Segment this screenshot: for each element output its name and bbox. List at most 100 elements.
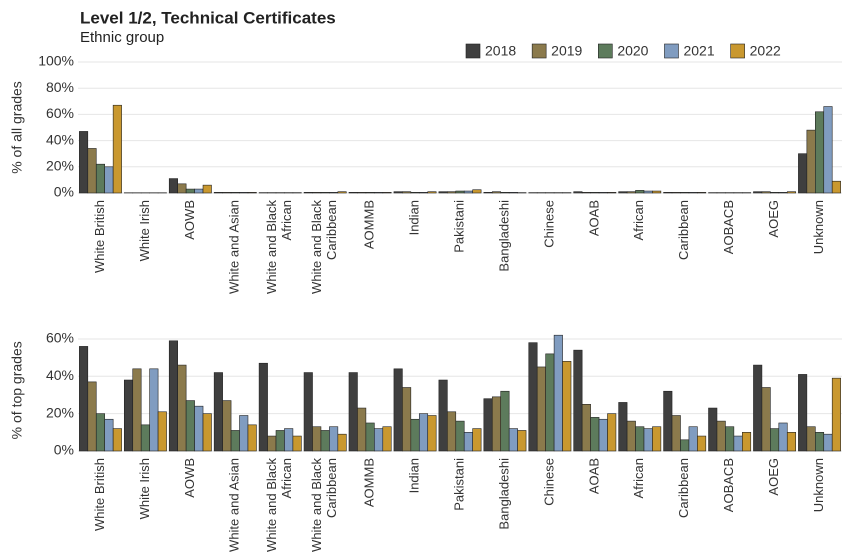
bar xyxy=(284,428,294,452)
bar xyxy=(553,334,563,452)
legend-label: 2019 xyxy=(551,43,582,59)
bar xyxy=(275,430,285,452)
bar xyxy=(202,413,212,452)
bar xyxy=(267,435,277,452)
bar xyxy=(258,362,268,452)
bar xyxy=(573,191,583,194)
x-tick-label: Caribbean xyxy=(676,458,691,518)
bar xyxy=(753,364,763,452)
x-tick-label: AOEG xyxy=(766,458,781,496)
bar xyxy=(230,430,240,452)
bar xyxy=(663,390,673,452)
bar xyxy=(239,192,249,194)
bar xyxy=(79,346,89,452)
bar xyxy=(491,191,502,194)
bar xyxy=(786,191,797,194)
bar xyxy=(95,413,105,452)
bar xyxy=(688,192,698,194)
bar xyxy=(329,192,339,194)
bar xyxy=(177,364,187,452)
bar xyxy=(742,432,752,452)
bar xyxy=(202,184,212,194)
bar xyxy=(545,353,555,452)
bar xyxy=(247,424,257,452)
bar xyxy=(618,402,628,452)
bar xyxy=(312,426,322,452)
bar xyxy=(806,426,816,452)
y-axis-label: % of all grades xyxy=(9,81,25,174)
bar xyxy=(491,396,502,452)
bar xyxy=(382,192,392,194)
bar xyxy=(230,192,240,194)
x-tick-label-line: White and Black xyxy=(265,458,280,552)
bar xyxy=(438,379,448,452)
y-tick-label: 60% xyxy=(46,330,74,346)
x-tick-label: Unknown xyxy=(811,200,826,254)
bar xyxy=(635,190,645,194)
x-tick-label-line: Caribbean xyxy=(324,458,339,518)
bar xyxy=(590,417,600,452)
bar xyxy=(447,411,457,452)
x-tick-label: Bangladeshi xyxy=(496,458,511,530)
bar xyxy=(598,418,608,452)
bar xyxy=(447,191,457,194)
bar xyxy=(303,192,313,194)
bar xyxy=(438,191,448,194)
bar xyxy=(680,439,690,452)
bar xyxy=(500,390,510,452)
x-tick-label-line: African xyxy=(279,200,294,240)
bar xyxy=(374,192,384,194)
legend-label: 2021 xyxy=(683,43,714,59)
y-tick-label: 60% xyxy=(46,105,74,121)
bar xyxy=(618,191,628,194)
bar xyxy=(104,166,114,194)
x-tick-label: AOWB xyxy=(182,200,197,240)
bar xyxy=(410,418,420,452)
bar xyxy=(472,428,482,452)
chart-subtitle: Ethnic group xyxy=(80,29,164,46)
x-tick-label: Pakistani xyxy=(451,458,466,511)
bar xyxy=(104,418,114,452)
bar xyxy=(247,192,257,194)
x-tick-label: White and Asian xyxy=(227,458,242,552)
bar xyxy=(753,191,763,194)
chart-title: Level 1/2, Technical Certificates xyxy=(80,8,336,27)
bar xyxy=(374,428,384,452)
bar xyxy=(573,349,583,452)
x-tick-label: Chinese xyxy=(541,458,556,506)
bar xyxy=(778,192,788,194)
bar xyxy=(177,183,187,194)
bar xyxy=(402,191,412,194)
bar xyxy=(337,433,347,452)
x-tick-label-line: White and Black xyxy=(309,200,324,294)
bar xyxy=(798,153,808,194)
legend-label: 2020 xyxy=(617,43,648,59)
y-axis-label: % of top grades xyxy=(9,341,25,439)
bar xyxy=(716,420,726,452)
x-tick-label-line: Caribbean xyxy=(324,200,339,260)
bar xyxy=(402,387,412,452)
x-tick-label: White British xyxy=(92,200,107,273)
bar xyxy=(607,192,617,194)
y-tick-label: 40% xyxy=(46,131,74,147)
legend-swatch xyxy=(465,43,481,59)
bar xyxy=(292,435,302,452)
bar xyxy=(517,430,527,452)
bar xyxy=(222,192,232,194)
bar xyxy=(87,148,97,194)
x-tick-label: White and BlackAfrican xyxy=(265,200,295,294)
bar xyxy=(79,131,89,194)
bar xyxy=(410,192,420,194)
bar xyxy=(393,191,403,194)
bar xyxy=(798,374,808,452)
bar xyxy=(112,104,122,194)
x-tick-label: AOAB xyxy=(586,458,601,494)
x-tick-label: White and Asian xyxy=(227,200,242,294)
x-tick-label: Pakistani xyxy=(451,200,466,253)
bar xyxy=(786,432,797,452)
x-tick-label: AOEG xyxy=(766,200,781,238)
bar xyxy=(132,368,142,452)
bar xyxy=(652,426,662,452)
bar xyxy=(635,426,645,452)
